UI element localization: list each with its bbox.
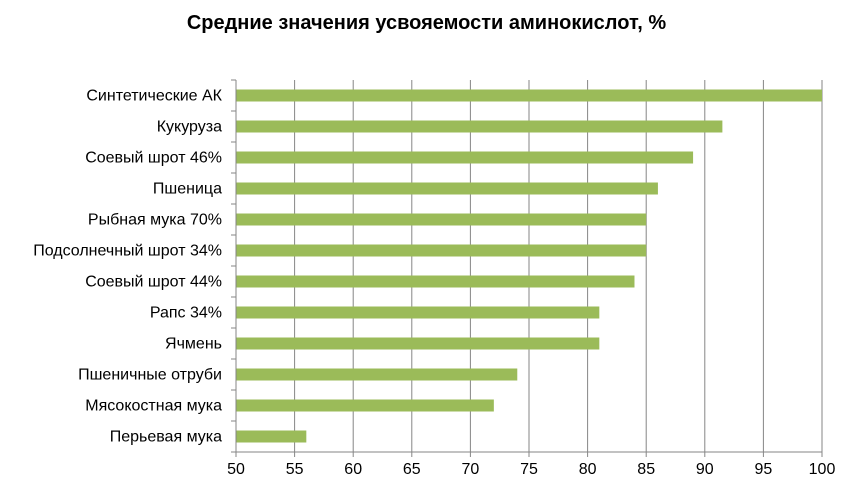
category-label: Пшеница xyxy=(153,181,222,198)
bar xyxy=(236,120,723,133)
x-tick-label: 50 xyxy=(227,461,245,478)
bars xyxy=(236,89,822,443)
bar xyxy=(236,399,494,412)
x-tick-label: 100 xyxy=(809,461,836,478)
bar xyxy=(236,182,658,195)
category-label: Ячмень xyxy=(165,336,222,353)
bar xyxy=(236,306,600,319)
bar xyxy=(236,337,600,350)
bar xyxy=(236,89,822,102)
x-tick-label: 95 xyxy=(755,461,773,478)
axes xyxy=(231,79,823,457)
category-label: Пшеничные отруби xyxy=(78,367,222,384)
x-tick-label: 75 xyxy=(520,461,538,478)
gridlines xyxy=(294,80,823,452)
bar xyxy=(236,430,307,443)
x-tick-label: 90 xyxy=(696,461,714,478)
bar xyxy=(236,244,647,257)
x-tick-label: 80 xyxy=(579,461,597,478)
category-label: Перьевая мука xyxy=(110,429,222,446)
chart-title: Средние значения усвояемости аминокислот… xyxy=(186,12,667,34)
x-tick-label: 70 xyxy=(462,461,480,478)
x-tick-label: 55 xyxy=(286,461,304,478)
category-label: Синтетические АК xyxy=(86,88,222,105)
bar xyxy=(236,151,694,164)
x-tick-label: 60 xyxy=(344,461,362,478)
x-tick-label: 65 xyxy=(403,461,421,478)
category-label: Соевый шрот 44% xyxy=(85,274,222,291)
category-label: Соевый шрот 46% xyxy=(85,150,222,167)
category-label: Рыбная мука 70% xyxy=(88,212,222,229)
bar xyxy=(236,213,647,226)
bar xyxy=(236,368,518,381)
category-label: Рапс 34% xyxy=(150,305,222,322)
category-label: Кукуруза xyxy=(157,119,222,136)
x-tick-label: 85 xyxy=(637,461,655,478)
bar xyxy=(236,275,635,288)
category-labels: Синтетические АК Кукуруза Соевый шрот 46% П… xyxy=(33,88,222,446)
category-label: Мясокостная мука xyxy=(85,398,222,415)
category-label: Подсолнечный шрот 34% xyxy=(33,243,222,260)
x-tick-labels: 50 55 60 65 70 75 80 85 90 95 100 xyxy=(227,461,835,478)
